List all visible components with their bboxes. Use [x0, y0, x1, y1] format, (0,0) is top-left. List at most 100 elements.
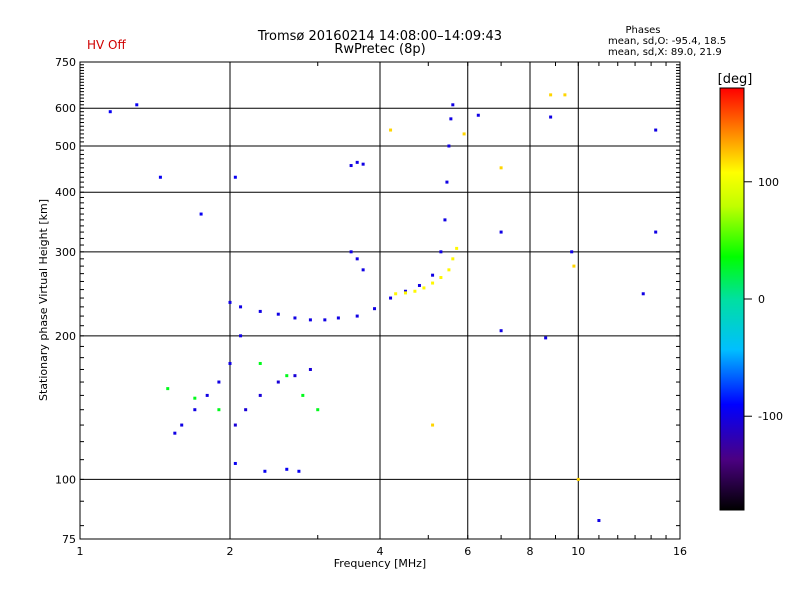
- data-point: [276, 312, 280, 316]
- phases-label: Phases: [625, 25, 660, 36]
- data-point: [389, 296, 393, 300]
- data-point: [355, 160, 359, 164]
- data-point: [570, 250, 574, 254]
- data-point: [549, 115, 553, 119]
- data-point: [158, 175, 162, 179]
- data-point: [193, 396, 197, 400]
- x-tick-label: 16: [673, 545, 687, 558]
- x-tick-label: 8: [527, 545, 534, 558]
- data-point: [108, 110, 112, 114]
- data-point: [355, 314, 359, 318]
- grid-lines: [80, 62, 680, 539]
- data-point: [499, 329, 503, 333]
- data-point: [431, 281, 435, 285]
- data-point: [439, 250, 443, 254]
- data-point: [654, 230, 658, 234]
- phase-stat-o: mean, sd,O: -95.4, 18.5: [608, 36, 726, 47]
- data-point: [447, 268, 451, 272]
- phase-stat-x: mean, sd,X: 89.0, 21.9: [608, 47, 722, 58]
- data-point: [336, 316, 340, 320]
- data-point: [173, 431, 177, 435]
- data-point: [297, 469, 301, 473]
- data-point: [361, 162, 365, 166]
- data-point: [597, 519, 601, 523]
- y-tick-label: 300: [55, 246, 76, 259]
- data-point: [394, 292, 398, 296]
- y-axis-label: Stationary phase Virtual Height [km]: [37, 199, 50, 401]
- data-point: [563, 93, 567, 97]
- y-tick-label: 600: [55, 102, 76, 115]
- colorbar-tick-label: -100: [758, 410, 783, 423]
- data-point: [233, 175, 237, 179]
- y-tick-label: 500: [55, 140, 76, 153]
- data-point: [576, 477, 580, 481]
- data-point: [217, 408, 221, 412]
- x-tick-label: 1: [77, 545, 84, 558]
- data-point: [431, 423, 435, 427]
- y-tick-label: 75: [62, 533, 76, 546]
- data-point: [244, 408, 248, 412]
- data-point: [205, 393, 209, 397]
- data-point: [499, 166, 503, 170]
- data-point: [455, 246, 459, 250]
- data-point: [422, 286, 426, 290]
- data-point: [258, 361, 262, 365]
- colorbar-tick-label: 0: [758, 293, 765, 306]
- axis-ticks: [79, 61, 681, 539]
- data-point: [572, 264, 576, 268]
- data-point: [293, 316, 297, 320]
- data-point: [308, 367, 312, 371]
- colorbar-unit-label: [deg]: [718, 72, 753, 87]
- data-point: [443, 218, 447, 222]
- data-point: [258, 309, 262, 313]
- data-point: [285, 467, 289, 471]
- data-points: [108, 93, 658, 523]
- data-point: [654, 128, 658, 132]
- data-point: [476, 113, 480, 117]
- data-point: [349, 250, 353, 254]
- data-point: [276, 380, 280, 384]
- data-point: [193, 408, 197, 412]
- data-point: [217, 380, 221, 384]
- x-axis-label: Frequency [MHz]: [334, 557, 426, 570]
- colorbar-ticks: 100 0 -100: [744, 176, 783, 423]
- data-point: [449, 117, 453, 121]
- data-point: [323, 318, 327, 322]
- y-tick-label: 750: [55, 56, 76, 69]
- data-point: [413, 289, 417, 293]
- data-point: [166, 387, 170, 391]
- data-point: [373, 307, 377, 311]
- data-point: [451, 103, 455, 107]
- x-tick-label: 2: [227, 545, 234, 558]
- x-tick-label: 4: [377, 545, 384, 558]
- data-point: [417, 283, 421, 287]
- data-point: [355, 257, 359, 261]
- data-point: [431, 273, 435, 277]
- data-point: [361, 268, 365, 272]
- data-point: [135, 103, 139, 107]
- data-point: [544, 336, 548, 340]
- chart-subtitle: RwPretec (8p): [334, 42, 425, 57]
- hv-status: HV Off: [87, 38, 126, 52]
- data-point: [451, 257, 455, 261]
- data-point: [316, 408, 320, 412]
- data-point: [641, 292, 645, 296]
- data-point: [239, 305, 243, 309]
- data-point: [445, 180, 449, 184]
- data-point: [258, 393, 262, 397]
- data-point: [462, 132, 466, 136]
- data-point: [447, 144, 451, 148]
- colorbar: [719, 87, 745, 511]
- data-point: [233, 423, 237, 427]
- chart-title: Tromsø 20160214 14:08:00–14:09:43: [257, 29, 502, 44]
- tick-labels: 1 2 4 6 8 10 16 75 100 200 300 400 500 600 750: [55, 56, 687, 558]
- data-point: [308, 318, 312, 322]
- colorbar-tick-label: 100: [758, 176, 779, 189]
- data-point: [389, 128, 393, 132]
- y-tick-label: 200: [55, 330, 76, 343]
- data-point: [293, 374, 297, 378]
- data-point: [403, 291, 407, 295]
- data-point: [301, 393, 305, 397]
- data-point: [439, 276, 443, 280]
